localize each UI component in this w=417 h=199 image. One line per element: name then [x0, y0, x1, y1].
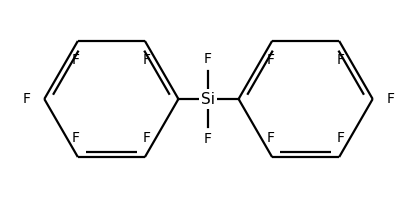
Text: Si: Si: [201, 92, 215, 106]
Text: F: F: [23, 92, 30, 106]
Text: F: F: [266, 131, 274, 145]
Text: F: F: [337, 53, 345, 67]
Text: F: F: [72, 131, 80, 145]
Text: F: F: [204, 132, 212, 145]
Text: F: F: [204, 53, 212, 66]
Text: F: F: [143, 53, 151, 67]
Text: F: F: [72, 53, 80, 67]
Text: F: F: [143, 131, 151, 145]
Text: F: F: [337, 131, 345, 145]
Text: F: F: [387, 92, 394, 106]
Text: F: F: [266, 53, 274, 67]
